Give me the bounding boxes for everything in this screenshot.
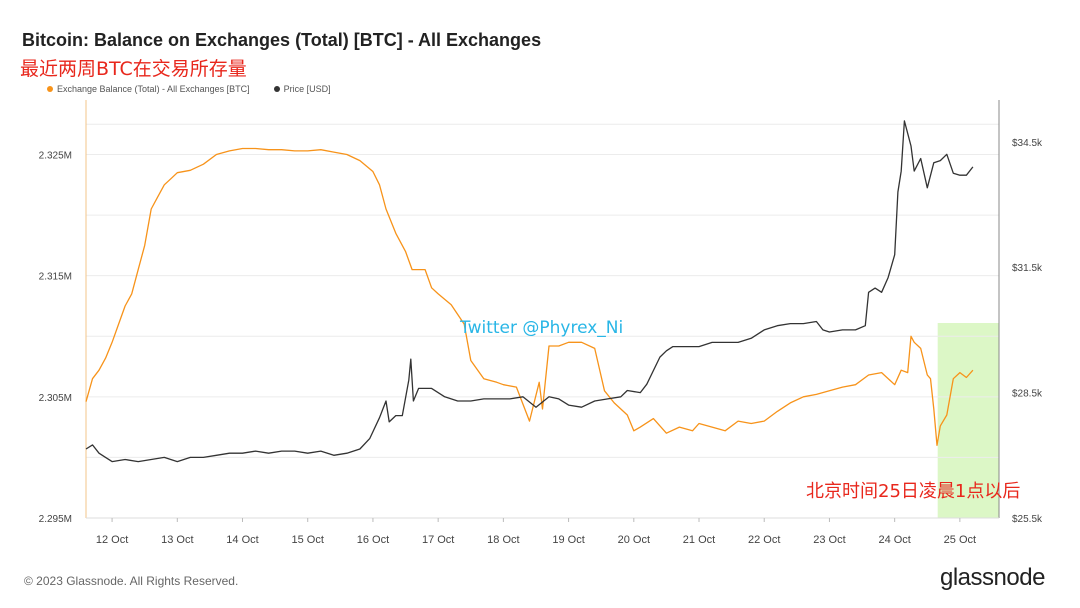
price-legend-dot-icon xyxy=(273,86,280,92)
series-line-exchange-balance xyxy=(85,147,974,446)
legend-label-balance: Exchange Balance (Total) - All Exchanges… xyxy=(57,84,250,94)
legend-item-balance[interactable]: Exchange Balance (Total) - All Exchanges… xyxy=(47,84,250,94)
x-tick-label: 21 Oct xyxy=(683,534,715,546)
balance-legend-dot-icon xyxy=(47,86,53,92)
x-tick-label: 25 Oct xyxy=(944,534,976,546)
highlight-region xyxy=(937,323,999,518)
x-tick-label: 18 Oct xyxy=(487,534,519,546)
x-tick-label: 24 Oct xyxy=(878,534,910,546)
y-right-tick-label: $31.5k xyxy=(1012,263,1043,274)
x-tick-label: 20 Oct xyxy=(618,534,650,546)
y-left-tick-label: 2.305M xyxy=(39,393,72,404)
x-tick-label: 14 Oct xyxy=(226,534,258,546)
x-tick-label: 13 Oct xyxy=(161,534,193,546)
series-line-price xyxy=(85,120,974,463)
chart-legend: Exchange Balance (Total) - All Exchanges… xyxy=(47,84,331,94)
chart-title: Bitcoin: Balance on Exchanges (Total) [B… xyxy=(22,30,542,50)
y-left-tick-label: 2.325M xyxy=(39,151,72,162)
y-right-tick-label: $25.5k xyxy=(1012,514,1043,525)
annotation-text: 北京时间25日凌晨1点以后 xyxy=(806,481,1020,502)
legend-item-price[interactable]: Price [USD] xyxy=(273,84,331,94)
chart-subtitle: 最近两周BTC在交易所存量 xyxy=(20,58,247,80)
y-right-tick-label: $34.5k xyxy=(1012,138,1043,149)
y-right-tick-label: $28.5k xyxy=(1012,389,1043,400)
x-tick-label: 19 Oct xyxy=(552,534,584,546)
copyright-text: © 2023 Glassnode. All Rights Reserved. xyxy=(24,574,239,588)
x-tick-label: 17 Oct xyxy=(422,534,454,546)
y-left-tick-label: 2.315M xyxy=(39,272,72,283)
watermark-text: Twitter @Phyrex_Ni xyxy=(459,318,623,338)
x-tick-label: 22 Oct xyxy=(748,534,780,546)
x-tick-label: 12 Oct xyxy=(96,534,128,546)
glassnode-logo: glassnode xyxy=(940,564,1045,591)
y-left-tick-label: 2.295M xyxy=(39,514,72,525)
legend-label-price: Price [USD] xyxy=(283,84,331,94)
x-tick-label: 23 Oct xyxy=(813,534,845,546)
x-tick-label: 16 Oct xyxy=(357,534,389,546)
x-tick-label: 15 Oct xyxy=(292,534,324,546)
